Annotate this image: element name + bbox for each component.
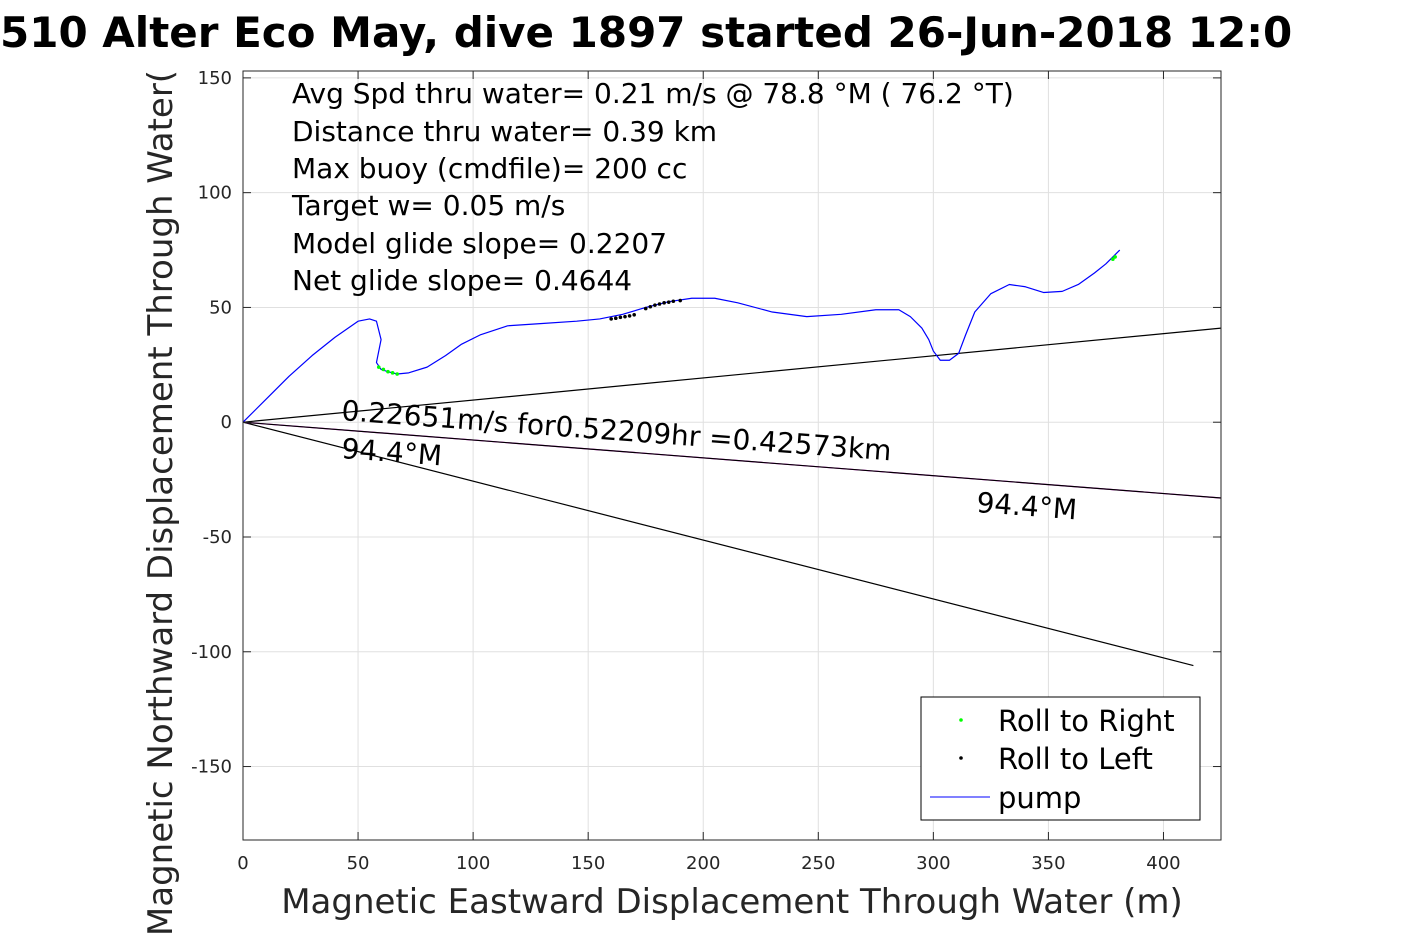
legend-box	[920, 696, 1201, 821]
x-tick-label-3: 150	[571, 853, 605, 874]
y-tick-label-5: -100	[191, 642, 232, 663]
roll-left-point-11	[666, 300, 671, 304]
roll-right-point-5	[1111, 257, 1115, 262]
roll-left-point-7	[648, 304, 653, 309]
heading-end-label: 94.4°M	[975, 486, 1078, 526]
legend-marker-roll-right	[959, 718, 963, 722]
y-tick-label-3: 0	[221, 412, 232, 433]
y-tick-label-1: 100	[198, 183, 232, 204]
reference-line-0	[242, 327, 1222, 423]
y-axis-label: Magnetic Northward Displacement Through …	[141, 70, 181, 936]
x-tick-label-5: 250	[801, 853, 835, 874]
roll-left-point-13	[678, 298, 683, 303]
x-tick-label-0: 0	[237, 853, 248, 874]
heading-start-label: 94.4°M	[340, 432, 443, 472]
x-tick-label-8: 400	[1146, 853, 1180, 874]
y-tick-label-6: -150	[191, 757, 232, 778]
roll-right-point-3	[390, 371, 395, 375]
x-tick-label-1: 50	[347, 853, 370, 874]
x-tick-label-7: 350	[1031, 853, 1065, 874]
chart-title: 510 Alter Eco May, dive 1897 started 26-…	[0, 8, 1292, 57]
grid	[242, 71, 1221, 840]
roll-left-point-5	[632, 312, 636, 317]
legend-label-pump: pump	[998, 781, 1081, 815]
roll-left-point-0	[609, 317, 613, 321]
roll-left-point-1	[613, 316, 618, 321]
legend-label-roll-left: Roll to Left	[998, 742, 1153, 776]
reference-lines	[242, 327, 1222, 667]
stat-avg-speed: Avg Spd thru water= 0.21 m/s @ 78.8 °M (…	[292, 77, 1014, 110]
pump-series-line	[242, 249, 1121, 423]
stats-block: Avg Spd thru water= 0.21 m/s @ 78.8 °M (…	[291, 77, 1014, 297]
plot-frame	[242, 70, 1222, 841]
x-tick-label-2: 100	[456, 853, 490, 874]
x-axis-label: Magnetic Eastward Displacement Through W…	[281, 882, 1183, 922]
roll-left-point-6	[643, 306, 648, 311]
x-tick-label-4: 200	[686, 853, 720, 874]
reference-line-3	[242, 421, 1222, 499]
x-tick-label-6: 300	[916, 853, 950, 874]
reference-line-1	[242, 421, 1194, 667]
roll-left-point-9	[657, 302, 662, 306]
roll-right-point-1	[381, 367, 386, 372]
stat-net-glide-slope: Net glide slope= 0.4644	[292, 264, 632, 297]
y-tick-label-4: -50	[203, 527, 232, 548]
stat-distance: Distance thru water= 0.39 km	[292, 115, 717, 148]
y-tick-label-2: 50	[209, 297, 232, 318]
stat-max-buoy: Max buoy (cmdfile)= 200 cc	[292, 152, 687, 185]
roll-left-point-3	[623, 314, 627, 319]
legend-marker-roll-left	[959, 756, 963, 760]
y-tick-label-0: 150	[198, 68, 232, 89]
roll-right-point-6	[1113, 255, 1117, 259]
stat-model-glide-slope: Model glide slope= 0.2207	[292, 227, 667, 260]
roll-left-point-10	[662, 301, 666, 305]
stat-target-w: Target w= 0.05 m/s	[291, 189, 565, 222]
roll-right-point-2	[386, 369, 390, 374]
axis-ticks: 0 50 100 150 200 250 300 350 400 150 100 50 0 -50 -100…	[191, 68, 1221, 874]
roll-right-point-4	[395, 372, 399, 376]
roll-right-point-0	[376, 365, 381, 369]
roll-left-point-8	[653, 303, 657, 307]
series-layer	[242, 249, 1121, 423]
legend: Roll to Right Roll to Left pump	[920, 696, 1201, 821]
roll-left-point-12	[671, 299, 676, 304]
roll-left-point-4	[627, 314, 632, 318]
legend-label-roll-right: Roll to Right	[998, 704, 1175, 738]
roll-left-point-2	[618, 315, 623, 320]
